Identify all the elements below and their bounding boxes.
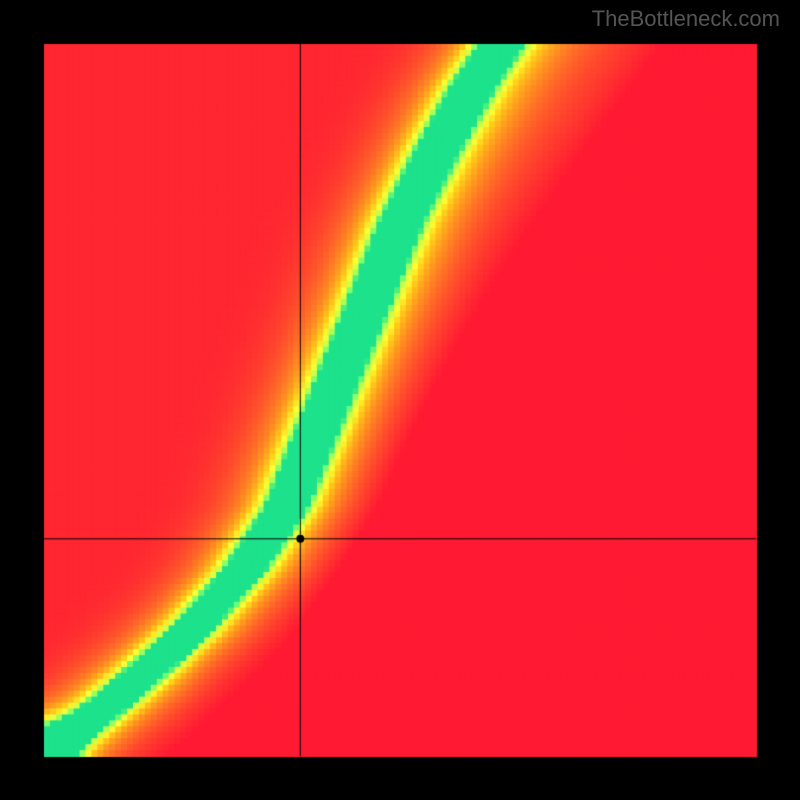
heatmap-canvas <box>0 0 800 800</box>
chart-container: TheBottleneck.com <box>0 0 800 800</box>
watermark-text: TheBottleneck.com <box>592 6 780 32</box>
